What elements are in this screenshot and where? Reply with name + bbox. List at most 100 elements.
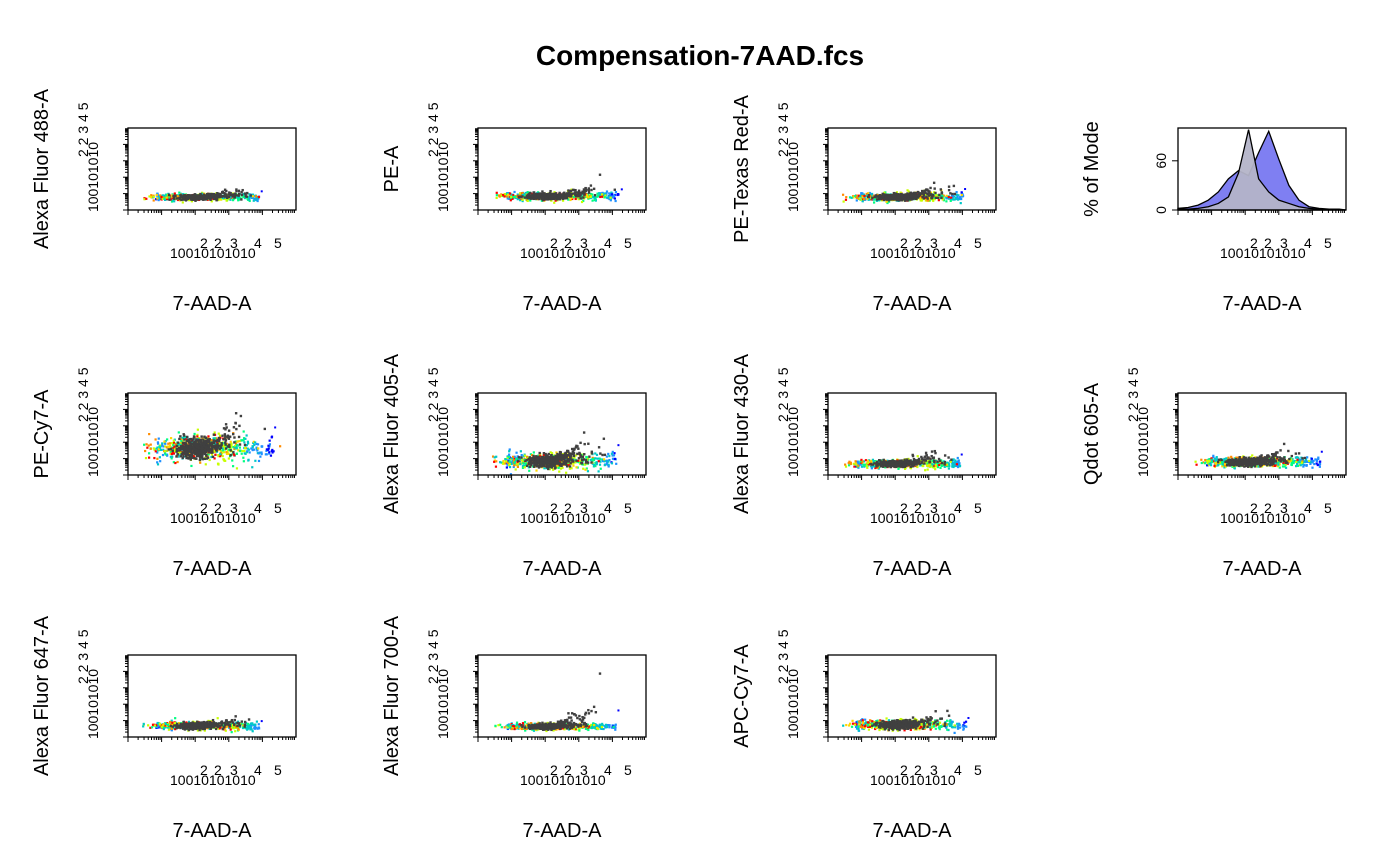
density-point bbox=[255, 446, 258, 449]
y-tick-exponent: 2 2 3 4 5 bbox=[75, 102, 91, 157]
gated-point bbox=[204, 451, 207, 454]
density-point bbox=[572, 195, 575, 199]
gated-point bbox=[903, 197, 906, 201]
gated-point bbox=[179, 455, 183, 458]
density-point bbox=[570, 467, 573, 470]
density-point bbox=[610, 191, 613, 194]
gated-point bbox=[206, 195, 209, 198]
gated-point bbox=[212, 441, 216, 445]
gated-point bbox=[532, 197, 535, 200]
gated-point bbox=[208, 437, 211, 441]
gated-point bbox=[199, 438, 203, 441]
density-point bbox=[941, 198, 944, 201]
gated-point bbox=[523, 196, 527, 199]
density-point bbox=[156, 457, 159, 460]
density-point bbox=[495, 196, 498, 200]
density-point bbox=[196, 435, 199, 438]
gated-point bbox=[530, 195, 534, 198]
density-point bbox=[608, 192, 611, 195]
density-point bbox=[924, 196, 927, 199]
density-point bbox=[234, 446, 237, 449]
density-point bbox=[272, 450, 275, 453]
gated-point bbox=[238, 443, 242, 446]
gated-point bbox=[572, 192, 575, 195]
density-point bbox=[182, 443, 185, 446]
density-point bbox=[589, 458, 592, 461]
gated-point bbox=[532, 194, 536, 198]
gated-point bbox=[920, 189, 924, 193]
gated-point bbox=[245, 195, 249, 198]
density-point bbox=[519, 199, 522, 202]
density-point bbox=[173, 200, 176, 203]
density-point bbox=[854, 194, 857, 198]
density-point bbox=[939, 195, 942, 198]
gated-point bbox=[558, 194, 562, 197]
density-point bbox=[607, 452, 610, 456]
gated-point bbox=[194, 440, 197, 443]
gated-point bbox=[178, 437, 181, 441]
density-point bbox=[176, 460, 179, 464]
density-point bbox=[148, 432, 151, 436]
density-point bbox=[176, 443, 180, 446]
density-point bbox=[207, 453, 210, 456]
density-point bbox=[242, 456, 245, 459]
gated-point bbox=[189, 196, 192, 199]
gated-point bbox=[195, 198, 199, 201]
gated-point bbox=[235, 188, 238, 191]
density-point bbox=[579, 462, 582, 465]
density-point bbox=[585, 194, 589, 197]
figure-title: Compensation-7AAD.fcs bbox=[535, 40, 865, 71]
gated-point bbox=[180, 452, 183, 456]
density-point bbox=[163, 450, 167, 453]
density-point bbox=[508, 192, 512, 195]
density-point bbox=[599, 195, 602, 199]
density-point bbox=[521, 462, 524, 465]
density-point bbox=[237, 196, 240, 199]
density-point bbox=[222, 451, 226, 454]
gated-point bbox=[205, 453, 208, 457]
density-point bbox=[526, 190, 529, 194]
density-point bbox=[168, 196, 171, 199]
density-point bbox=[512, 465, 515, 469]
density-point bbox=[567, 464, 570, 467]
gated-point bbox=[197, 444, 200, 447]
density-point bbox=[236, 440, 239, 443]
density-point bbox=[211, 197, 214, 200]
density-point bbox=[608, 458, 611, 462]
density-point bbox=[227, 448, 231, 451]
density-point bbox=[260, 451, 263, 454]
density-point bbox=[961, 195, 965, 198]
density-point bbox=[855, 196, 858, 199]
density-point bbox=[511, 455, 515, 458]
density-point bbox=[506, 455, 509, 458]
gated-point bbox=[220, 195, 223, 198]
density-point bbox=[504, 460, 508, 463]
density-point bbox=[603, 460, 606, 463]
gated-point bbox=[195, 438, 198, 441]
density-point bbox=[246, 197, 249, 200]
x-tick-exponent: 5 bbox=[974, 235, 982, 251]
gated-point bbox=[197, 195, 200, 199]
density-point bbox=[508, 460, 511, 463]
density-point bbox=[508, 459, 511, 462]
gated-point bbox=[194, 448, 197, 451]
gated-point bbox=[233, 441, 236, 444]
density-point bbox=[610, 193, 614, 196]
density-point bbox=[144, 456, 148, 460]
y-tick-labels: 100101010 bbox=[85, 142, 101, 212]
gated-point bbox=[915, 197, 918, 201]
density-point bbox=[156, 461, 159, 464]
density-point bbox=[565, 471, 568, 474]
density-point bbox=[569, 198, 572, 202]
gated-point bbox=[207, 439, 211, 442]
gated-point bbox=[547, 195, 550, 198]
y-tick-exponent: 2 2 3 4 5 bbox=[425, 102, 441, 157]
density-point bbox=[548, 468, 552, 471]
gated-point bbox=[877, 194, 881, 198]
gated-point bbox=[237, 194, 240, 197]
gated-point bbox=[906, 192, 909, 195]
gated-point bbox=[587, 187, 591, 190]
gated-point bbox=[203, 452, 207, 456]
gated-point bbox=[176, 453, 179, 456]
gated-point bbox=[238, 424, 241, 428]
